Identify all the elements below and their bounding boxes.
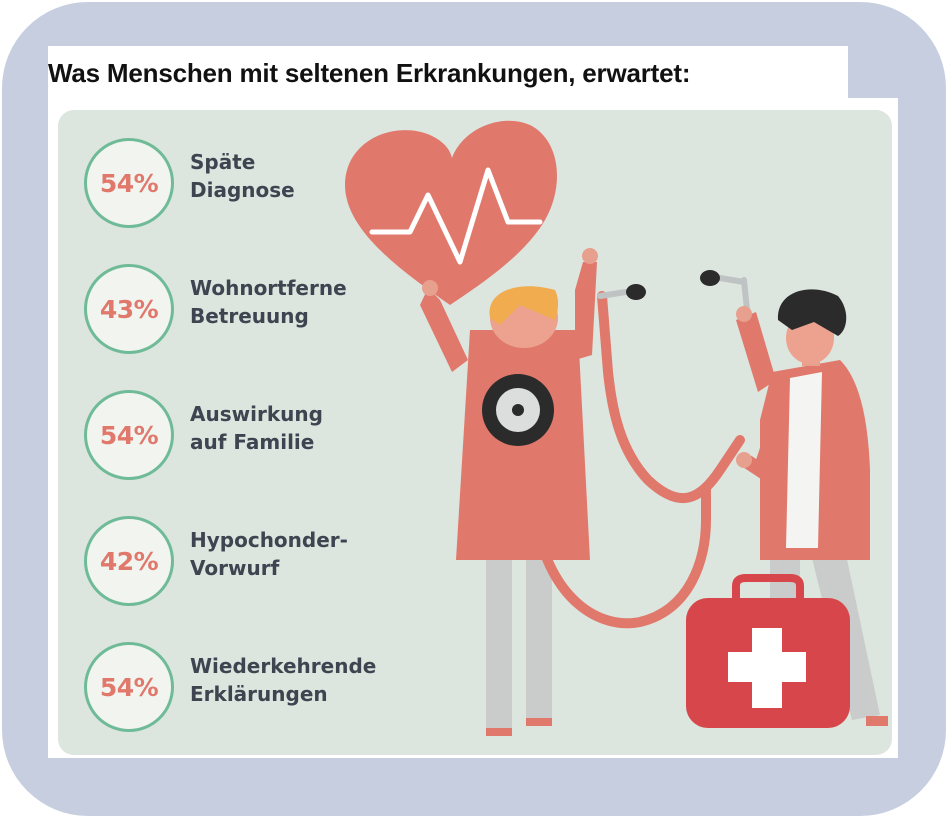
percentage-badge: 54%: [84, 642, 174, 732]
page-title: Was Menschen mit seltenen Erkrankungen, …: [48, 58, 691, 88]
stat-item: 54% Wiederkehrende Erklärungen: [84, 642, 404, 734]
stat-label-line: Wiederkehrende: [190, 654, 377, 678]
stat-label-line: Wohnortferne: [190, 276, 347, 300]
percentage-badge: 54%: [84, 138, 174, 228]
stat-item: 42% Hypochonder- Vorwurf: [84, 516, 404, 608]
percentage-badge: 54%: [84, 390, 174, 480]
stat-label-line: Betreuung: [190, 304, 309, 328]
stat-label: Auswirkung auf Familie: [190, 400, 323, 456]
stethoscope-icon: [482, 270, 755, 629]
percentage-badge: 43%: [84, 264, 174, 354]
title-bar: [48, 46, 848, 98]
stat-label: Wohnortferne Betreuung: [190, 274, 347, 330]
first-aid-kit-icon: [686, 574, 850, 728]
stat-label-line: Hypochonder-: [190, 528, 348, 552]
patient-figure: [420, 248, 598, 736]
stat-label-line: auf Familie: [190, 430, 315, 454]
stat-label-line: Diagnose: [190, 178, 295, 202]
stat-label-line: Späte: [190, 150, 256, 174]
stat-label-line: Erklärungen: [190, 682, 328, 706]
stat-item: 54% Späte Diagnose: [84, 138, 404, 230]
stat-item: 54% Auswirkung auf Familie: [84, 390, 404, 482]
heart-pulse-icon: [345, 120, 557, 305]
stat-label-line: Vorwurf: [190, 556, 280, 580]
percentage-badge: 42%: [84, 516, 174, 606]
medical-illustration: [345, 120, 888, 736]
stat-item: 43% Wohnortferne Betreuung: [84, 264, 404, 356]
stat-label-line: Auswirkung: [190, 402, 323, 426]
stat-label: Hypochonder- Vorwurf: [190, 526, 348, 582]
stat-label: Wiederkehrende Erklärungen: [190, 652, 376, 708]
stat-label: Späte Diagnose: [190, 148, 295, 204]
